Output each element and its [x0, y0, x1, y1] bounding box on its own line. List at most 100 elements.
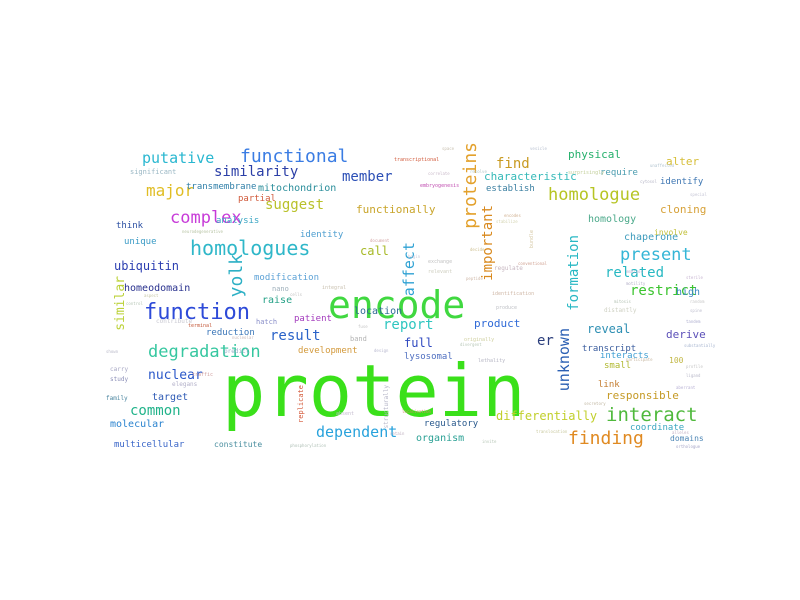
- word: 100: [669, 356, 684, 365]
- word: functionally: [356, 203, 436, 216]
- word: domains: [670, 434, 704, 443]
- word: dependent: [316, 423, 398, 441]
- word: conventional: [518, 261, 547, 266]
- word: molecular: [110, 419, 165, 430]
- word: proteins: [460, 142, 481, 229]
- word: phosphorylation: [290, 443, 327, 448]
- word: degradation: [148, 342, 261, 362]
- word: modification: [254, 273, 320, 283]
- word: suggest: [265, 197, 325, 213]
- word: er: [537, 333, 554, 349]
- word: special: [690, 192, 707, 197]
- word: study: [110, 376, 129, 383]
- word: high: [676, 287, 701, 298]
- word: ligand: [686, 373, 701, 378]
- word: tandem: [686, 319, 701, 324]
- word: hatch: [256, 318, 278, 326]
- word: control: [126, 301, 143, 306]
- word: multicellular: [114, 440, 185, 450]
- word: mitosis: [614, 299, 631, 304]
- word: cells: [290, 292, 303, 297]
- word: call: [360, 244, 389, 258]
- word: yolk: [226, 254, 247, 298]
- word: random: [690, 299, 705, 304]
- word: space: [442, 146, 455, 151]
- word: related: [605, 265, 665, 281]
- word: nuclear: [148, 368, 203, 383]
- word: lethality: [478, 358, 506, 364]
- word: full: [404, 336, 433, 350]
- word: report: [383, 317, 434, 333]
- word: decide: [470, 247, 485, 252]
- word: encodes: [504, 213, 521, 218]
- word: nucleolar: [232, 335, 254, 340]
- word: location: [354, 306, 403, 317]
- word: physical: [568, 148, 621, 161]
- word: replicate: [297, 385, 305, 423]
- word: fuse: [358, 324, 368, 329]
- word: common: [130, 403, 181, 419]
- word: responsible: [606, 389, 679, 402]
- word: constitute: [214, 440, 263, 449]
- word: patient: [294, 314, 332, 324]
- word: cloning: [660, 203, 707, 216]
- word: coordinate: [630, 423, 685, 433]
- word: produce: [496, 305, 518, 311]
- word: homologues: [190, 236, 311, 260]
- word: alter: [666, 155, 700, 168]
- word: product: [474, 317, 521, 330]
- word: major: [146, 181, 195, 200]
- word: stabilize: [496, 219, 518, 224]
- word: sterile: [686, 275, 703, 280]
- word: aberrant: [676, 385, 696, 390]
- word: mitochondrion: [258, 183, 337, 194]
- word: identify: [660, 177, 704, 187]
- word: involve: [654, 228, 688, 237]
- word: secretory: [584, 401, 606, 406]
- word: vesicle: [530, 146, 547, 151]
- word: document: [370, 238, 390, 243]
- word: substantially: [684, 343, 716, 348]
- word: require: [600, 168, 638, 178]
- word: regulatory: [424, 419, 479, 429]
- word: complex: [170, 208, 242, 228]
- word: putative: [142, 149, 215, 167]
- word: important: [480, 205, 496, 281]
- word: begin: [408, 254, 421, 259]
- word: analysis: [216, 216, 260, 226]
- word: unknown: [555, 328, 573, 392]
- word: design: [374, 348, 389, 353]
- word: spine: [690, 308, 703, 313]
- word: family: [106, 395, 128, 402]
- word: organism: [416, 433, 465, 444]
- word: homeodomain: [124, 283, 191, 294]
- word: encode: [328, 283, 466, 327]
- word: traffic: [192, 372, 214, 378]
- word: localisation: [402, 409, 431, 414]
- word: result: [270, 328, 321, 344]
- word: think: [116, 221, 144, 231]
- word: affect: [400, 242, 418, 297]
- word: profile: [686, 364, 703, 369]
- word: restrict: [630, 283, 698, 299]
- word: band: [350, 335, 367, 343]
- word: identification: [492, 291, 535, 297]
- word: peptide: [466, 276, 483, 281]
- word: functional: [240, 146, 349, 167]
- word: reduction: [206, 328, 255, 338]
- word: homologue: [548, 185, 641, 205]
- word: invite: [482, 439, 497, 444]
- word: integral: [322, 285, 347, 291]
- word: differentially: [496, 409, 598, 423]
- word: terminal: [188, 323, 213, 329]
- word: link: [598, 380, 620, 390]
- word: significant: [130, 168, 177, 176]
- word: unique: [124, 237, 157, 247]
- word: originally: [464, 337, 495, 343]
- word: neurodegenerative: [182, 229, 223, 234]
- word: bundle: [529, 230, 535, 249]
- word: target: [152, 392, 189, 403]
- word: raise: [262, 295, 293, 306]
- word: characteristic: [484, 170, 577, 183]
- word: exchange: [428, 259, 453, 265]
